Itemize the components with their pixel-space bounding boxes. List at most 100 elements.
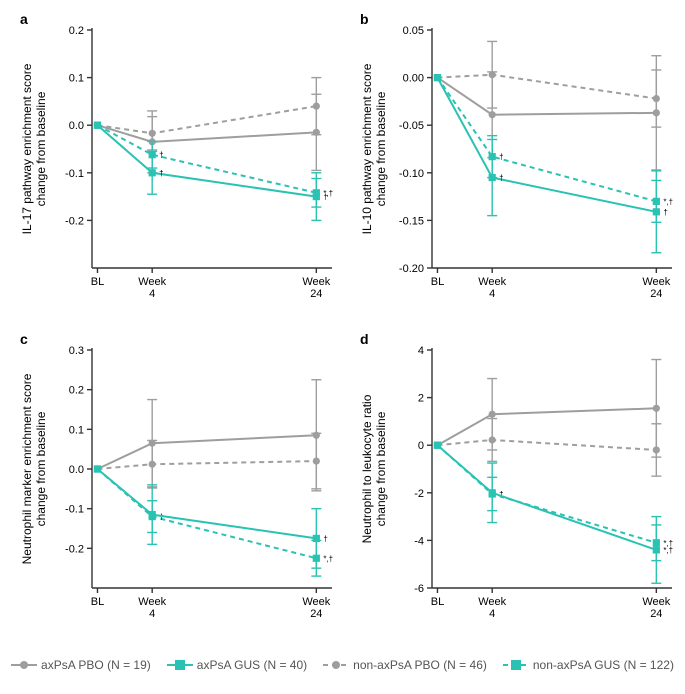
svg-text:-0.2: -0.2 (65, 543, 84, 555)
marker-square (653, 546, 660, 553)
svg-text:0: 0 (418, 440, 424, 452)
legend-marker-circle-icon (323, 658, 349, 672)
series-line (437, 408, 656, 445)
y-axis-label: IL-10 pathway enrichment scorechange fro… (360, 63, 388, 234)
svg-text:-0.1: -0.1 (65, 168, 84, 180)
svg-text:4: 4 (418, 345, 424, 357)
svg-text:24: 24 (310, 288, 322, 300)
svg-text:-4: -4 (414, 535, 424, 547)
legend-label: non-axPsA GUS (N = 122) (533, 658, 674, 672)
legend-item: axPsA GUS (N = 40) (167, 658, 307, 672)
y-axis-label: Neutrophil marker enrichment scorechange… (20, 373, 48, 564)
legend-item: axPsA PBO (N = 19) (11, 658, 151, 672)
svg-text:24: 24 (650, 288, 662, 300)
series-line (97, 469, 316, 538)
panel-a: a-0.2-0.10.00.10.2BLWeek4Week24IL-17 pat… (20, 10, 340, 310)
marker-circle (489, 111, 496, 118)
series-line (437, 440, 656, 450)
marker-circle (489, 411, 496, 418)
svg-text:Week: Week (302, 596, 330, 608)
panel-b: b-0.20-0.15-0.10-0.050.000.05BLWeek4Week… (360, 10, 680, 310)
svg-text:24: 24 (310, 608, 322, 620)
marker-circle (653, 109, 660, 116)
svg-text:†: † (159, 169, 163, 178)
svg-text:BL: BL (431, 276, 444, 288)
svg-text:-0.15: -0.15 (399, 215, 424, 227)
svg-text:0.1: 0.1 (69, 73, 84, 85)
figure-root: a-0.2-0.10.00.10.2BLWeek4Week24IL-17 pat… (0, 0, 685, 694)
marker-square (94, 122, 101, 129)
svg-text:-2: -2 (414, 488, 424, 500)
series-line (437, 445, 656, 550)
svg-text:4: 4 (489, 288, 495, 300)
svg-text:4: 4 (149, 288, 155, 300)
svg-text:0.1: 0.1 (69, 424, 84, 436)
panel-letter: a (20, 11, 28, 27)
marker-circle (149, 440, 156, 447)
svg-text:0.2: 0.2 (69, 25, 84, 37)
marker-square (653, 208, 660, 215)
marker-square (489, 489, 496, 496)
svg-text:*,†: *,† (663, 546, 673, 555)
marker-square (94, 465, 101, 472)
svg-text:†: † (323, 534, 327, 543)
y-axis-label: Neutrophil to leukocyte ratiochange from… (360, 394, 388, 543)
marker-square (149, 169, 156, 176)
svg-text:†: † (499, 153, 503, 162)
svg-text:0.05: 0.05 (403, 25, 424, 37)
svg-text:-0.10: -0.10 (399, 168, 424, 180)
legend-marker-square-icon (167, 658, 193, 672)
svg-text:†: † (499, 174, 503, 183)
svg-text:*,†: *,† (663, 197, 673, 206)
svg-text:-0.2: -0.2 (65, 215, 84, 227)
series-line (97, 106, 316, 133)
legend-marker-circle-icon (11, 658, 37, 672)
series-line (97, 469, 316, 558)
series-line (97, 461, 316, 469)
legend-marker-square-icon (503, 658, 529, 672)
svg-text:Week: Week (138, 596, 166, 608)
panel-c: c-0.2-0.10.00.10.20.3BLWeek4Week24Neutro… (20, 330, 340, 630)
svg-text:-0.1: -0.1 (65, 504, 84, 516)
svg-text:4: 4 (149, 608, 155, 620)
y-axis-label: IL-17 pathway enrichment scorechange fro… (20, 63, 48, 234)
marker-square (313, 193, 320, 200)
legend-label: non-axPsA PBO (N = 46) (353, 658, 487, 672)
svg-text:4: 4 (489, 608, 495, 620)
svg-text:†: † (323, 193, 327, 202)
marker-circle (653, 405, 660, 412)
marker-square (434, 442, 441, 449)
panel-d: d-6-4-2024BLWeek4Week24Neutrophil to leu… (360, 330, 680, 630)
svg-text:*,†: *,† (323, 554, 333, 563)
legend-item: non-axPsA GUS (N = 122) (503, 658, 674, 672)
svg-text:0.0: 0.0 (69, 120, 84, 132)
svg-text:0.0: 0.0 (69, 464, 84, 476)
svg-text:Week: Week (302, 276, 330, 288)
series-line (97, 125, 316, 142)
svg-text:†: † (663, 208, 667, 217)
series-line (437, 75, 656, 99)
svg-text:Week: Week (642, 276, 670, 288)
marker-square (489, 174, 496, 181)
marker-square (149, 511, 156, 518)
svg-text:-0.05: -0.05 (399, 120, 424, 132)
svg-text:24: 24 (650, 608, 662, 620)
svg-text:-0.20: -0.20 (399, 263, 424, 275)
svg-text:2: 2 (418, 393, 424, 405)
marker-square (434, 74, 441, 81)
svg-text:Week: Week (478, 276, 506, 288)
panel-letter: c (20, 331, 28, 347)
svg-text:0.00: 0.00 (403, 73, 424, 85)
series-line (437, 445, 656, 543)
svg-text:Week: Week (642, 596, 670, 608)
series-line (437, 78, 656, 212)
svg-text:Week: Week (478, 596, 506, 608)
legend-label: axPsA GUS (N = 40) (197, 658, 307, 672)
marker-circle (313, 129, 320, 136)
svg-text:0.3: 0.3 (69, 345, 84, 357)
panel-letter: d (360, 331, 369, 347)
svg-text:BL: BL (91, 596, 104, 608)
legend-item: non-axPsA PBO (N = 46) (323, 658, 487, 672)
legend: axPsA PBO (N = 19) axPsA GUS (N = 40) non-… (0, 658, 685, 675)
marker-circle (313, 432, 320, 439)
